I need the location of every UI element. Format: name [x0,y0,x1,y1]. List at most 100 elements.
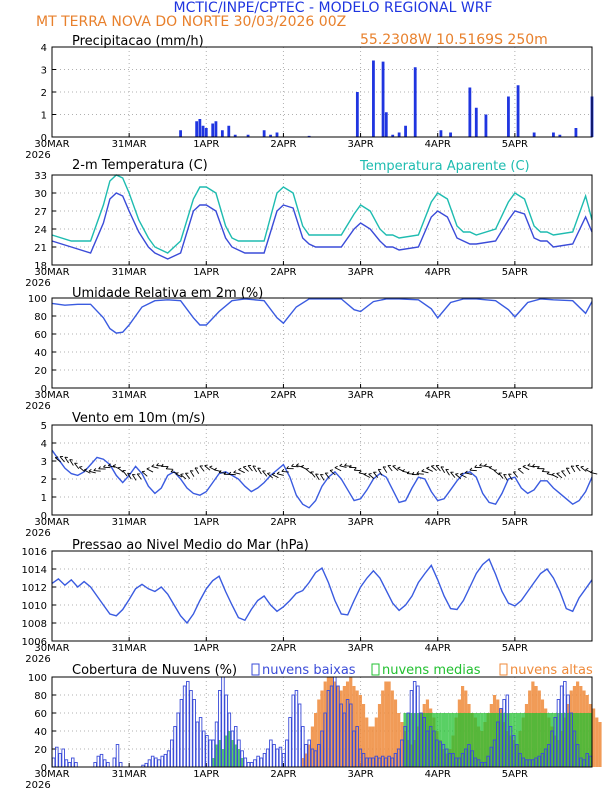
wind-arrow [435,465,441,472]
wind-arrow [354,469,362,472]
wind-arrow [194,467,200,475]
wind-arrow-head [580,465,584,468]
wind-xtick-label: 3APR [347,517,373,528]
humidity-ytick-label: 60 [34,330,47,341]
wind-arrow [440,466,446,473]
wind-arrow-head [406,471,410,474]
clouds-xtick-label: 3APR [347,769,373,780]
cloud-low-bar [205,735,209,768]
cloud-legend-swatch [371,663,380,676]
wind-arrow [291,465,299,468]
precip-ytick-label: 3 [41,66,47,77]
cloud-mid-bar [403,713,407,767]
temp-xtick-label: 4APR [425,267,451,278]
cloud-mid-bar [473,713,477,767]
temp-ytick-label: 21 [34,243,47,254]
temp-title: 2-m Temperatura (C) [72,158,208,173]
cloud-mid-bar [476,713,481,767]
wind-arrow-head [431,465,435,467]
cloud-low-bar [288,717,292,768]
cloud-mid-bar [218,740,222,767]
pressure-xtick-label: 1APR [193,643,219,654]
cloud-mid-bar [445,713,449,767]
precip-title: Precipitacao (mm/h) [72,34,204,49]
cloud-low-bar [170,739,174,768]
cloud-high-bar [326,677,330,767]
cloud-mid-bar [240,758,244,767]
cloud-high-bar [358,695,362,767]
wind-arrow-head [488,465,493,469]
cloud-low-bar [150,755,155,768]
wind-arrow-head [151,464,155,467]
cloud-high-bar [304,753,308,767]
cloud-mid-bar [496,713,500,767]
wind-arrow-head [93,468,97,471]
cloud-mid-bar [432,713,436,767]
wind-arrow-head [79,466,83,468]
wind-arrow [416,473,424,475]
cloud-mid-bar [409,713,414,767]
humidity-xtick-label: 1APR [193,390,219,401]
wind-arrow [377,469,383,476]
cloud-mid-bar [454,713,458,767]
cloud-mid-bar [460,713,465,767]
precip-ytick-label: 4 [41,43,47,54]
wind-arrow-head [88,469,92,472]
cloud-legend-2: nuvens altas [510,663,593,678]
wind-arrow [590,471,598,475]
cloud-high-bar [387,681,391,767]
precip-bar [558,134,562,137]
cloud-low-bar [71,757,75,768]
precip-frame [51,46,593,138]
cloud-mid-bar [528,713,532,767]
cloud-mid-bar [416,713,420,767]
humidity-ytick-label: 40 [34,348,47,359]
cloud-mid-bar [441,713,446,767]
wind-frame [51,424,593,516]
cloud-mid-bar [512,713,516,767]
cloud-high-bar [377,704,382,767]
wind-arrow [267,473,273,479]
cloud-mid-bar [211,758,215,767]
precip-xtick-label: 5APR [502,139,528,150]
cloud-high-bar [592,708,596,767]
precip-bar [552,132,555,137]
wind-arrow [262,470,268,477]
cloud-low-bar [262,753,267,768]
wind-arrow [392,465,399,471]
wind-arrow-head [160,463,164,467]
wind-arrow-head [300,464,305,467]
wind-arrow-head [55,456,59,459]
pressure-title: Pressao ao Nivel Medio do Mar (hPa) [72,538,309,553]
cloud-mid-bar [457,713,461,767]
precip-bar [468,87,472,137]
wind-arrow [363,473,371,478]
cloud-mid-bar [505,713,509,767]
wind-arrow-head [238,467,242,471]
cloud-mid-bar [502,713,506,767]
wind-arrow-head [353,467,357,471]
clouds-xtick-label: 2APR [270,769,296,780]
wind-arrow-head [276,471,280,475]
cloud-low-bar [265,748,270,768]
pressure-ytick-label: 1010 [22,601,47,612]
wind-arrow-head [117,466,121,469]
wind-arrow-head [146,467,150,470]
cloud-low-bar [58,753,62,768]
temp-xtick-label: 1APR [193,267,219,278]
pressure-ytick-label: 1006 [22,637,47,648]
cloud-low-bar [192,699,196,768]
cloud-mid-bar [540,713,545,767]
wind-arrow [238,469,245,474]
clouds-year-label: 2026 [25,780,50,791]
wind-arrow [257,467,262,475]
wind-arrow-head [416,471,420,474]
humidity-xtick-label: 5APR [502,390,528,401]
wind-arrow [339,465,347,468]
wind-arrow [276,473,284,476]
wind-arrow [233,471,241,475]
humidity-title: Umidade Relativa em 2m (%) [72,286,263,301]
wind-arrow [83,469,91,474]
temp-line [51,192,593,260]
cloud-high-bar [381,690,385,767]
